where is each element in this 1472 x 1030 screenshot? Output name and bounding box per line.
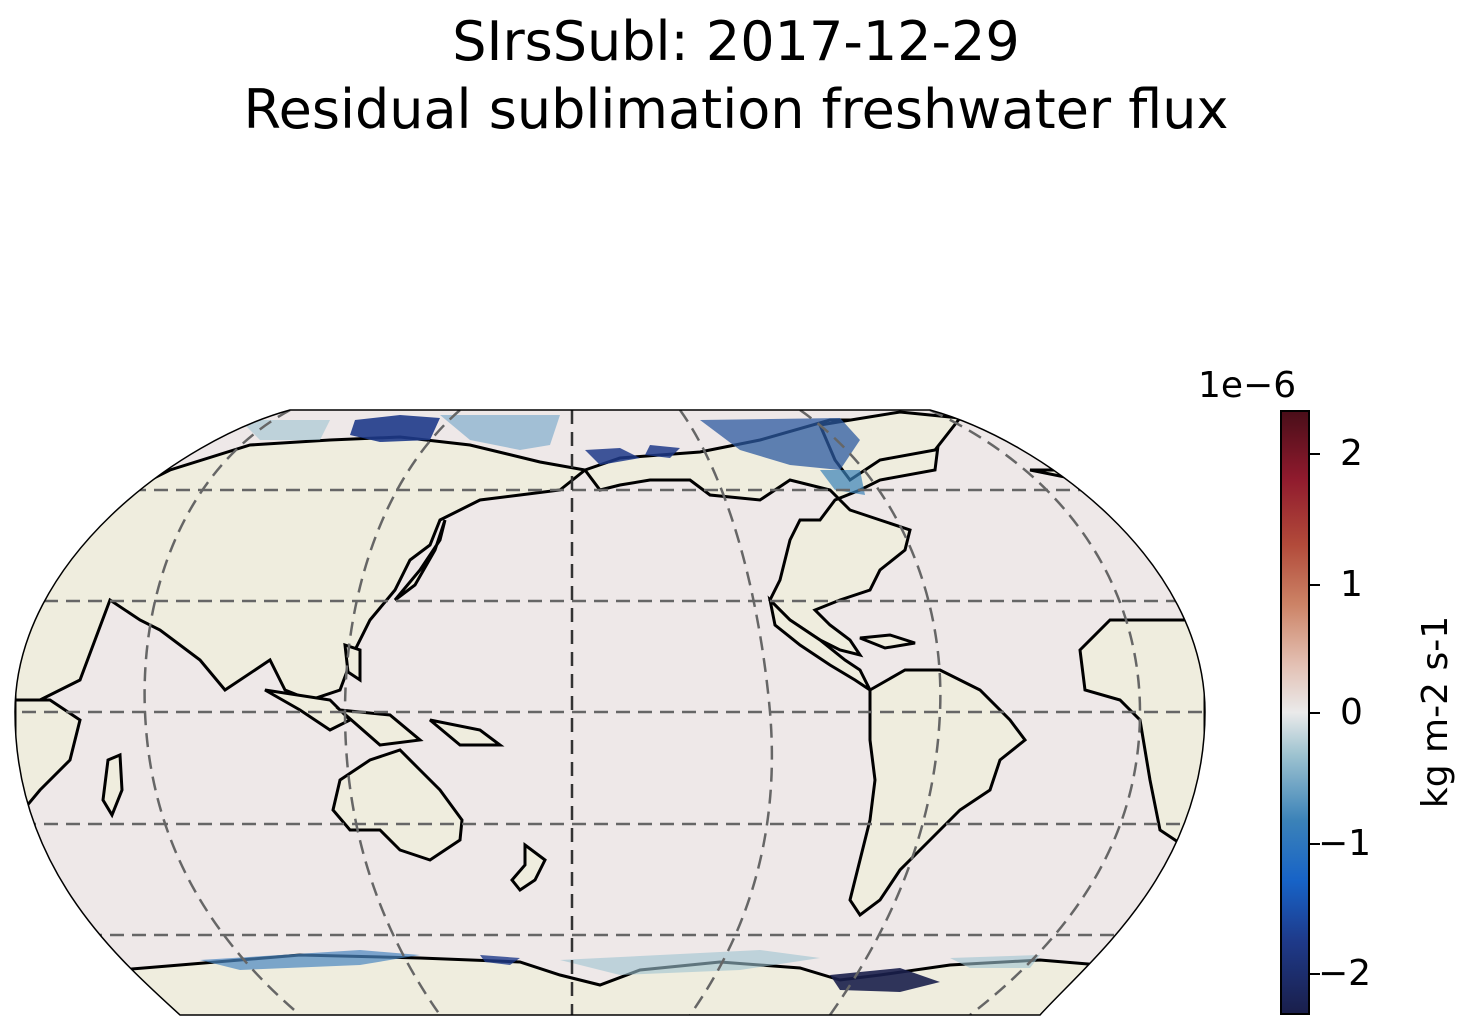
title-line-1: SIrsSubl: 2017-12-29	[452, 10, 1020, 73]
colorbar-tick-label: 1	[1340, 564, 1363, 605]
colorbar-tick	[1310, 712, 1320, 714]
landmass-caribbean	[859, 633, 916, 650]
title-line-2: Residual sublimation freshwater flux	[243, 78, 1229, 141]
landmass-africa-east	[15, 698, 82, 825]
colorbar-tick	[1310, 973, 1320, 975]
landmass-japan	[393, 519, 447, 602]
landmass-australia	[331, 748, 464, 862]
landmass-new-zealand	[510, 842, 547, 893]
meridians	[143, 410, 1142, 1015]
landmass-madagascar	[101, 752, 124, 819]
colorbar-tick	[1310, 453, 1320, 455]
colorbar-tick-label: −2	[1318, 953, 1372, 994]
map-outline	[14, 409, 1206, 1016]
colorbar-tick-label: 0	[1340, 692, 1363, 733]
colorbar-units-label: kg m-2 s-1	[1415, 615, 1456, 809]
landmass-eurasia	[15, 435, 589, 702]
landmass-indonesia	[264, 642, 505, 747]
colorbar-tick	[1310, 584, 1320, 586]
colorbar	[1280, 410, 1310, 1015]
flux-patches	[200, 415, 1040, 992]
colorbar-tick-label: −1	[1318, 823, 1372, 864]
colorbar-tick	[1310, 843, 1320, 845]
landmass-south-america	[848, 668, 1028, 918]
colorbar-tick-label: 2	[1340, 433, 1363, 474]
colorbar-exponent: 1e−6	[1198, 365, 1297, 406]
